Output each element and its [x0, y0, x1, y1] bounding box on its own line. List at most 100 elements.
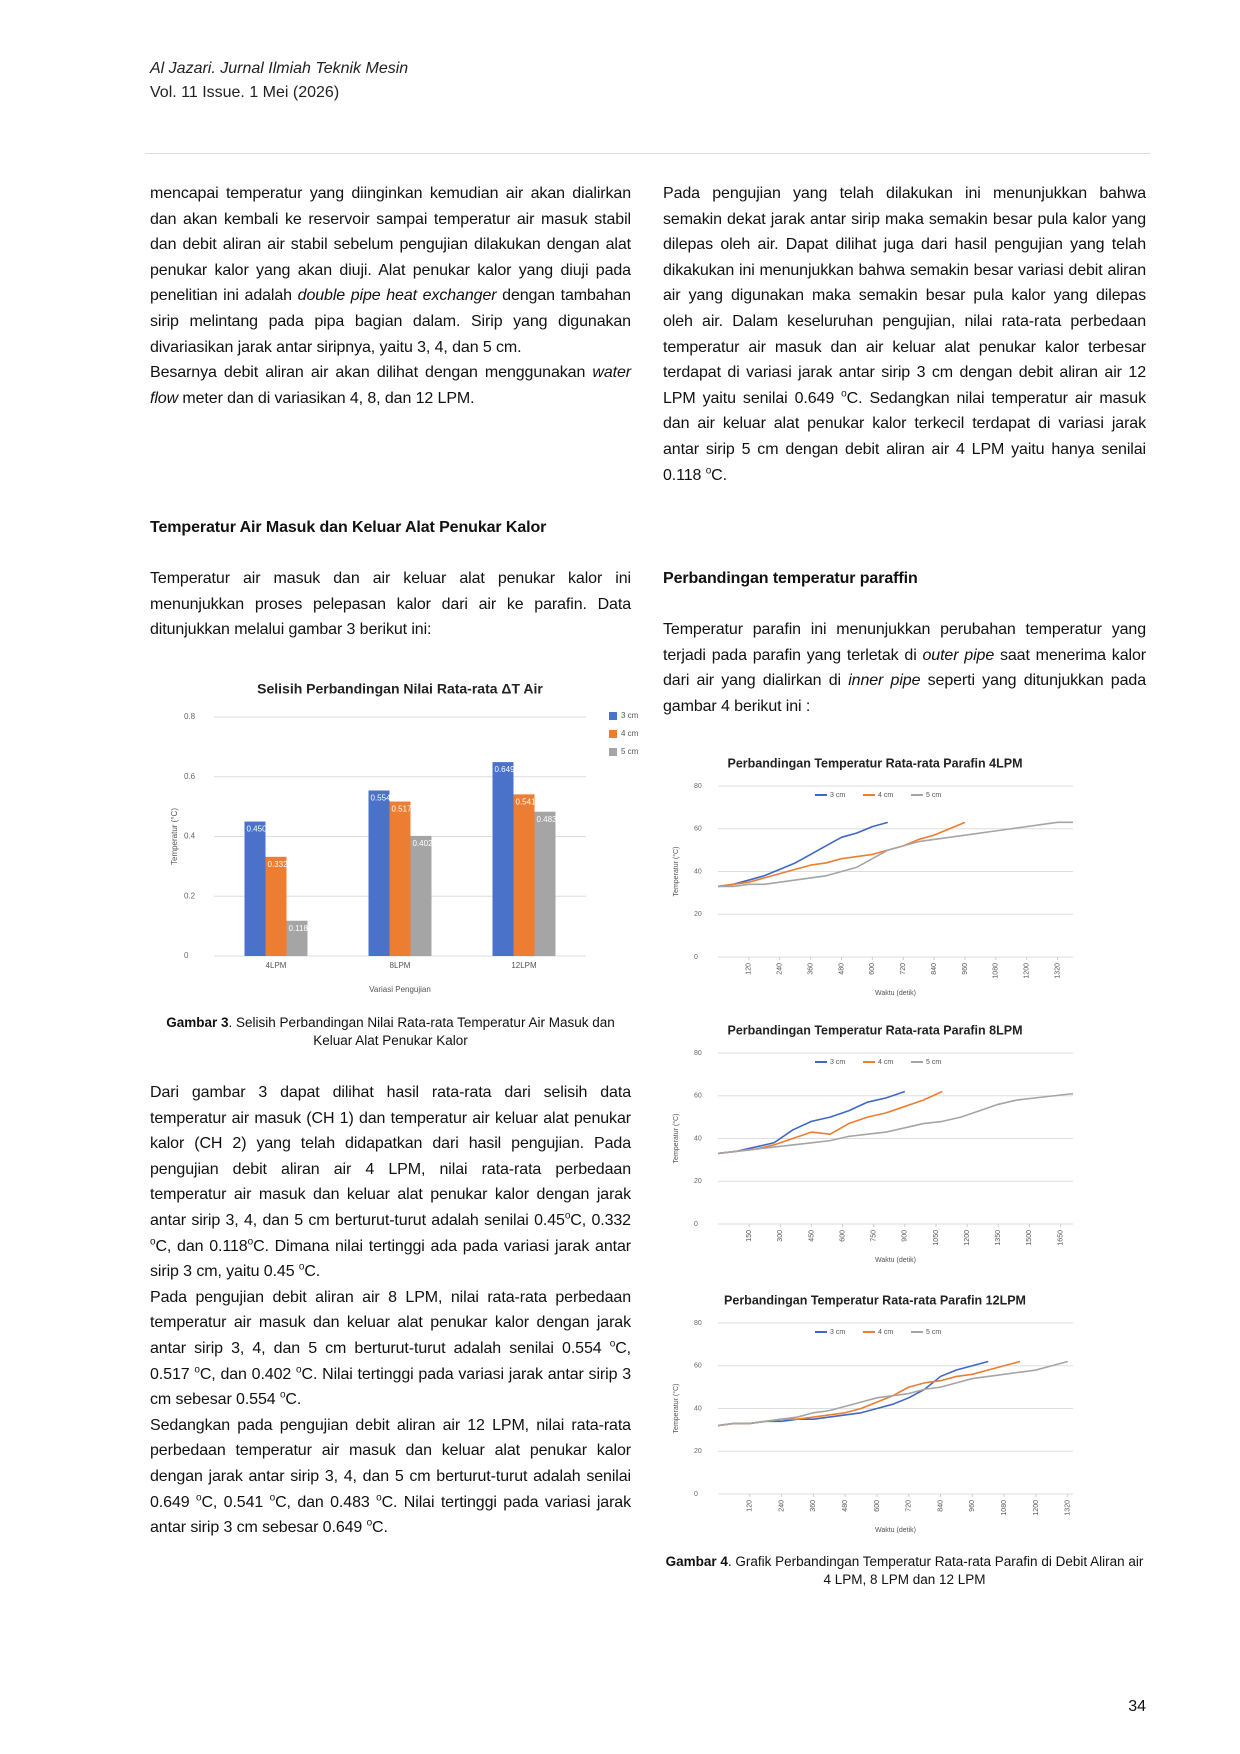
- chart-title: Selisih Perbandingan Nilai Rata-rata ΔT …: [257, 681, 543, 697]
- journal-name: Al Jazari. Jurnal Ilmiah Teknik Mesin: [150, 60, 409, 77]
- text: Temperatur parafin ini menunjukkan perub…: [663, 621, 1146, 664]
- x-tick-label: 840: [937, 1500, 944, 1512]
- y-tick-label: 20: [694, 911, 702, 918]
- x-tick-label: 1200: [1033, 1500, 1040, 1516]
- x-tick-label: 1350: [995, 1230, 1002, 1246]
- y-tick-label: 60: [694, 826, 702, 833]
- y-tick-label: 0: [694, 1491, 698, 1498]
- superscript: o: [564, 1210, 571, 1222]
- figure-caption: Gambar 4. Grafik Perbandingan Temperatur…: [663, 1553, 1146, 1589]
- superscript: o: [366, 1517, 373, 1529]
- section-heading: Temperatur Air Masuk dan Keluar Alat Pen…: [150, 519, 547, 536]
- y-tick-label: 0: [184, 951, 189, 960]
- text: Pada pengujian yang telah dilakukan ini …: [663, 185, 1146, 407]
- caption-label: Gambar 4: [665, 1554, 728, 1569]
- text: C.: [285, 1391, 302, 1409]
- bar: [389, 801, 411, 956]
- y-tick-label: 40: [694, 1135, 702, 1142]
- y-tick-label: 40: [694, 868, 702, 875]
- x-axis-label: Waktu (detik): [875, 990, 916, 997]
- text: seperti yang ditunjukkan pada gambar 4 b…: [663, 672, 1146, 715]
- x-tick-label: 360: [810, 1500, 817, 1512]
- legend-label: 3 cm: [621, 711, 639, 720]
- legend-label: 4 cm: [878, 792, 893, 799]
- text: C, dan 0.118: [155, 1237, 248, 1255]
- series-line: [717, 1360, 989, 1427]
- y-tick-label: 0.2: [184, 891, 196, 900]
- value-label: 0.517: [392, 805, 413, 814]
- text: Sedangkan pada pengujian debit aliran ai…: [150, 1416, 631, 1511]
- text: Pada pengujian debit aliran air 8 LPM, n…: [150, 1288, 631, 1357]
- line-chart: Perbandingan Temperatur Rata-rata Parafi…: [672, 1293, 1073, 1534]
- chart-title: Perbandingan Temperatur Rata-rata Parafi…: [724, 1293, 1026, 1307]
- x-tick-label: 840: [931, 963, 938, 975]
- paragraph: Pada pengujian yang telah dilakukan ini …: [663, 181, 1146, 488]
- legend-swatch: [609, 712, 617, 720]
- x-tick-label: 12LPM: [511, 961, 537, 970]
- legend-label: 4 cm: [878, 1329, 893, 1336]
- superscript: o: [269, 1492, 276, 1504]
- paragraph: Sedangkan pada pengujian debit aliran ai…: [150, 1413, 631, 1541]
- text: Dari gambar 3 dapat dilihat hasil rata-r…: [150, 1084, 631, 1229]
- text: C. Nilai tertinggi pada variasi jarak an…: [150, 1365, 631, 1409]
- x-tick-label: 120: [747, 1500, 754, 1512]
- y-axis-label: Temperatur (°C): [170, 808, 179, 865]
- series-line: [717, 1092, 1074, 1155]
- text-block: Temperatur air masuk dan air keluar alat…: [150, 566, 631, 643]
- text-block: Perbandingan temperatur paraffin: [663, 566, 1146, 592]
- text-block: Dari gambar 3 dapat dilihat hasil rata-r…: [150, 1080, 631, 1541]
- series-line: [717, 1090, 906, 1155]
- legend-label: 4 cm: [621, 729, 639, 738]
- superscript: o: [841, 388, 847, 400]
- paragraph: mencapai temperatur yang diinginkan kemu…: [150, 181, 631, 360]
- x-tick-label: 1320: [1054, 963, 1061, 979]
- x-tick-label: 1080: [993, 963, 1000, 979]
- x-tick-label: 600: [874, 1500, 881, 1512]
- figure-caption: Gambar 3. Selisih Perbandingan Nilai Rat…: [150, 1014, 631, 1050]
- chart-title: Perbandingan Temperatur Rata-rata Parafi…: [728, 756, 1023, 770]
- x-tick-label: 4LPM: [266, 961, 287, 970]
- series-line: [717, 1360, 1021, 1427]
- x-tick-label: 8LPM: [390, 961, 411, 970]
- x-tick-label: 720: [906, 1500, 913, 1512]
- x-tick-label: 450: [808, 1230, 815, 1242]
- y-axis-label: Temperatur (°C): [672, 847, 680, 897]
- legend-label: 3 cm: [830, 792, 845, 799]
- x-tick-label: 750: [871, 1230, 878, 1242]
- x-tick-label: 1500: [1026, 1230, 1033, 1246]
- value-label: 0.402: [413, 839, 434, 848]
- text: mencapai temperatur yang diinginkan kemu…: [150, 185, 631, 305]
- text: C. Dimana nilai tertinggi ada pada varia…: [150, 1237, 631, 1281]
- y-tick-label: 0.4: [184, 832, 196, 841]
- y-axis-label: Temperatur (°C): [672, 1114, 680, 1164]
- bar: [513, 794, 535, 956]
- superscript: o: [150, 1236, 156, 1248]
- chart-title: Perbandingan Temperatur Rata-rata Parafi…: [728, 1023, 1023, 1037]
- value-label: 0.118: [289, 924, 309, 933]
- legend-swatch: [609, 748, 617, 756]
- superscript: o: [195, 1492, 202, 1504]
- page-number: 34: [1128, 1698, 1146, 1715]
- series-line: [717, 821, 888, 888]
- legend-label: 4 cm: [878, 1059, 893, 1066]
- value-label: 0.554: [371, 794, 392, 803]
- bar: [265, 856, 287, 956]
- text: C. Sedangkan nilai temperatur air masuk …: [663, 389, 1146, 484]
- superscript: o: [247, 1236, 254, 1248]
- italic-text: outer pipe: [922, 646, 995, 664]
- section-heading: Perbandingan temperatur paraffin: [663, 570, 918, 587]
- text-block: Temperatur parafin ini menunjukkan perub…: [663, 617, 1146, 719]
- y-axis-label: Temperatur (°C): [672, 1384, 680, 1434]
- x-tick-label: 360: [807, 963, 814, 975]
- y-tick-label: 0.8: [184, 712, 196, 721]
- italic-text: double pipe heat exchanger: [297, 287, 497, 305]
- x-tick-label: 240: [778, 1500, 785, 1512]
- text: Besarnya debit aliran air akan dilihat d…: [150, 364, 593, 382]
- text: C.: [304, 1263, 321, 1281]
- y-tick-label: 20: [694, 1448, 702, 1455]
- text-block: mencapai temperatur yang diinginkan kemu…: [150, 181, 631, 411]
- bar: [534, 811, 556, 956]
- x-tick-label: 300: [777, 1230, 784, 1242]
- y-tick-label: 0.6: [184, 772, 196, 781]
